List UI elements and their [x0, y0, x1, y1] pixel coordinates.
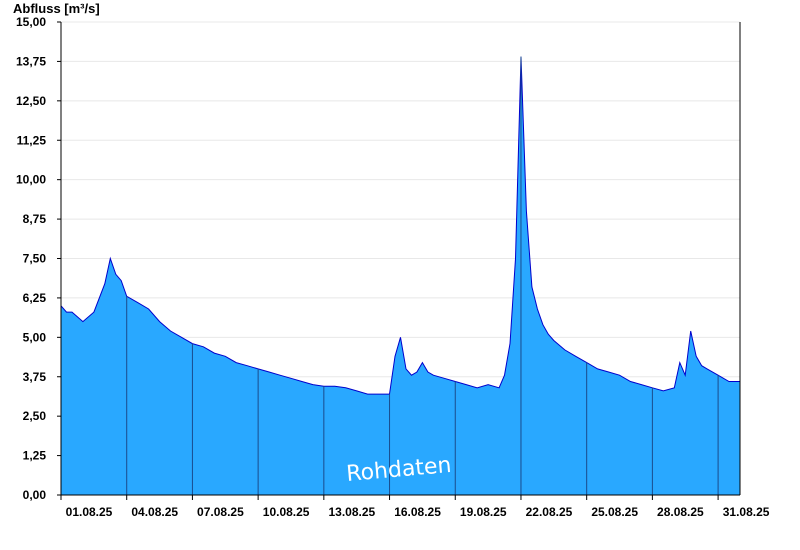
- series-area: [61, 56, 740, 495]
- x-tick-label: 28.08.25: [657, 505, 704, 519]
- y-tick-label: 8,75: [23, 212, 47, 226]
- y-tick-label: 5,00: [23, 330, 47, 344]
- data-area: [60, 56, 740, 495]
- x-tick-label: 22.08.25: [526, 505, 573, 519]
- day-markers: [126, 56, 719, 495]
- x-ticks: 01.08.25 04.08.25 07.08.25 10.08.25 13.08.25…: [60, 495, 770, 519]
- y-tick-label: 13,75: [16, 54, 46, 68]
- x-tick-label: 01.08.25: [66, 505, 113, 519]
- y-tick-label: 7,50: [23, 252, 47, 266]
- x-tick-label: 16.08.25: [394, 505, 441, 519]
- y-tick-label: 3,75: [23, 370, 47, 384]
- x-tick-label: 25.08.25: [591, 505, 638, 519]
- series-line: [60, 56, 740, 395]
- x-tick-label: 10.08.25: [263, 505, 310, 519]
- y-tick-label: 15,00: [16, 15, 46, 29]
- x-tick-label: 04.08.25: [131, 505, 178, 519]
- y-tick-label: 11,25: [17, 133, 47, 147]
- x-tick-label: 07.08.25: [197, 505, 244, 519]
- y-axis-title: Abfluss [m³/s]: [13, 1, 100, 16]
- x-tick-label: 31.08.25: [723, 505, 770, 519]
- y-tick-label: 1,25: [23, 449, 47, 463]
- y-tick-label: 2,50: [23, 409, 47, 423]
- x-tick-label: 19.08.25: [460, 505, 507, 519]
- y-ticks: 0,00 1,25 2,50 3,75 5,00 6,25 7,50 8,75 10,00 11,…: [16, 15, 61, 502]
- x-tick-label: 13.08.25: [328, 505, 375, 519]
- y-tick-label: 0,00: [23, 488, 47, 502]
- y-tick-label: 6,25: [23, 291, 47, 305]
- y-tick-label: 10,00: [16, 173, 46, 187]
- y-tick-label: 12,50: [16, 94, 46, 108]
